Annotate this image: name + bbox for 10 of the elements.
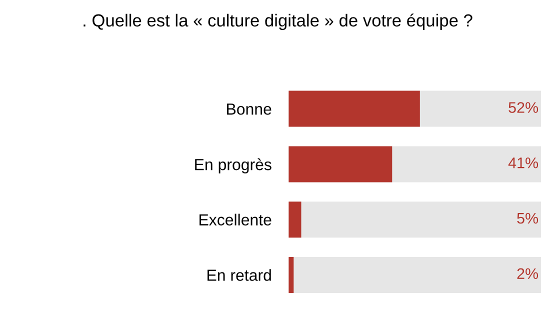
bar xyxy=(288,202,302,238)
data-label: 52% xyxy=(508,102,538,113)
data-label: 41% xyxy=(508,158,538,168)
data-label: 5% xyxy=(517,212,538,224)
y-tick-label: En progrès xyxy=(195,158,272,174)
data-label: 2% xyxy=(517,268,538,279)
y-tick-label: Excellente xyxy=(200,214,272,226)
y-tick-label: Bonne xyxy=(227,104,272,115)
chart-title: . Quelle est la « culture digitale » de votre équipe ? xyxy=(84,14,472,30)
y-tick-label: En retard xyxy=(208,269,271,281)
